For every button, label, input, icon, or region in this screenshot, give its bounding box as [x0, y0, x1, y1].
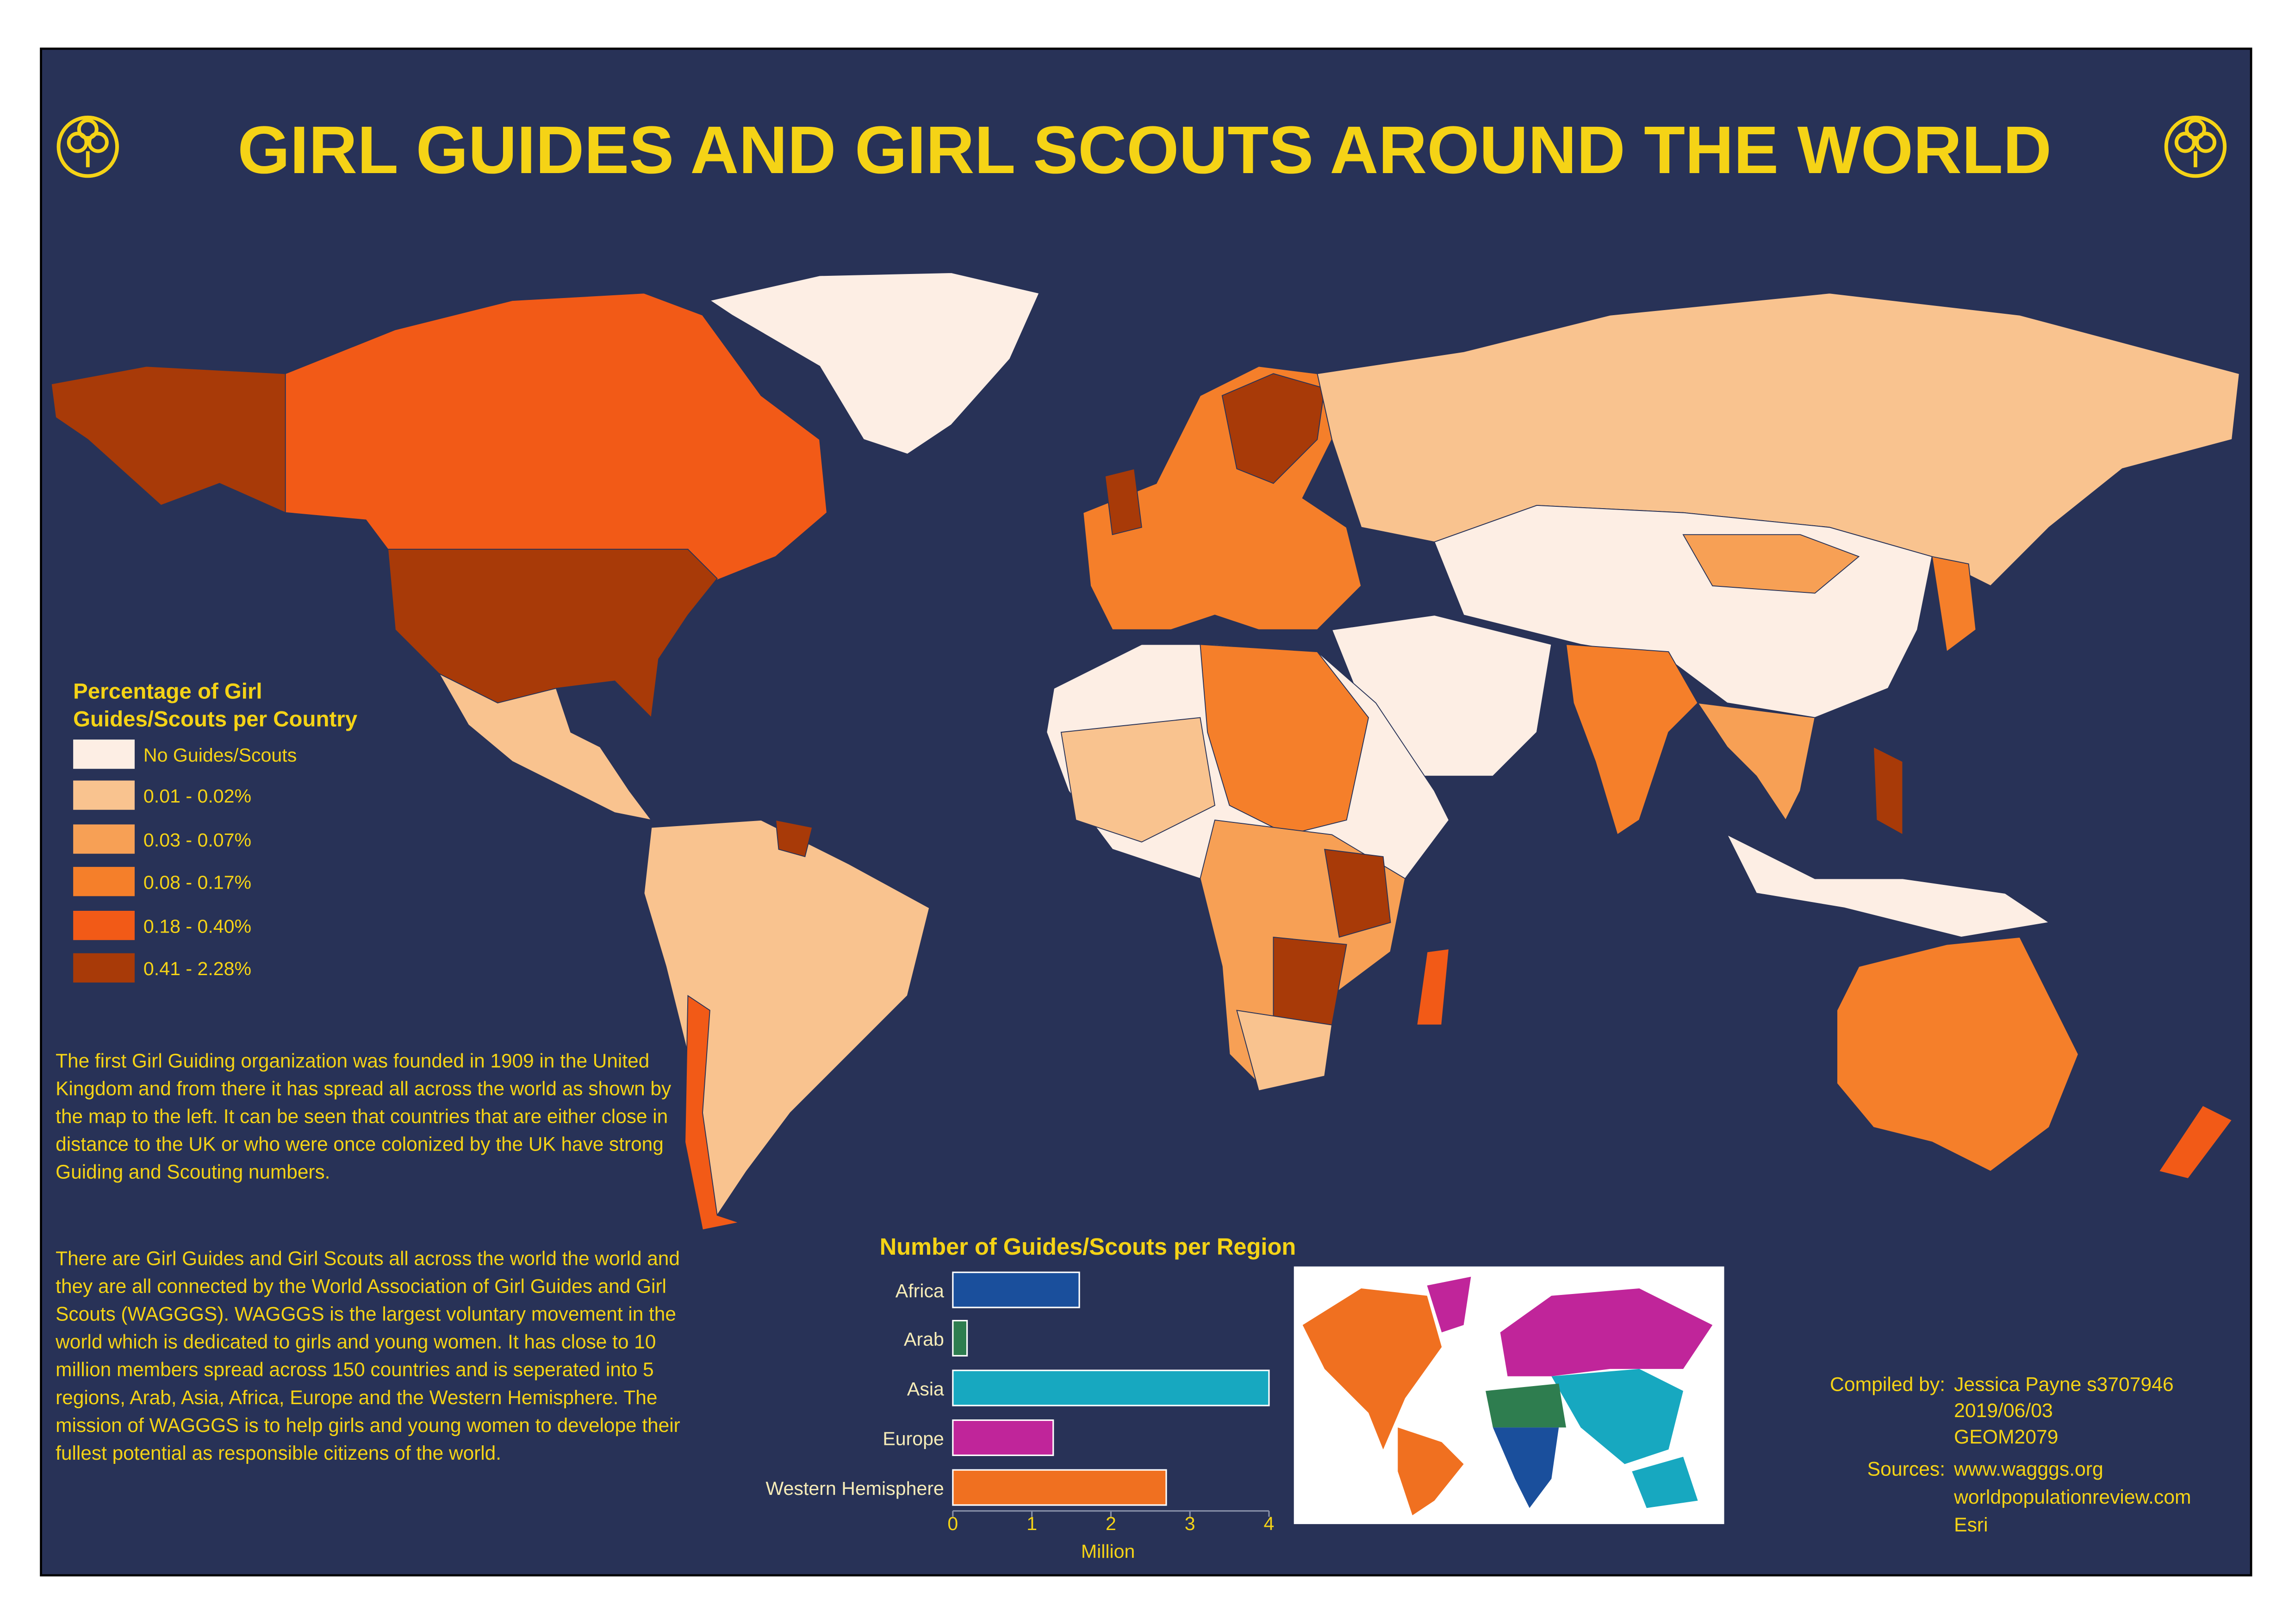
inset-south-america	[1398, 1427, 1464, 1516]
y-tick-label: Western Hemisphere	[766, 1478, 944, 1499]
west-africa	[1060, 717, 1216, 843]
southeast-asia	[1697, 702, 1816, 821]
inset-europe	[1500, 1288, 1713, 1376]
legend-swatch	[73, 739, 135, 769]
x-tick-label: 4	[1264, 1513, 1275, 1534]
legend-swatch	[73, 910, 135, 940]
credits-line: Jessica Payne s3707946	[1954, 1373, 2174, 1395]
scandinavia	[1221, 373, 1325, 484]
inset-north-america	[1302, 1288, 1442, 1450]
x-tick-label: 1	[1026, 1513, 1037, 1534]
inset-australia	[1632, 1456, 1698, 1508]
credits-line: worldpopulationreview.com	[1953, 1486, 2191, 1508]
x-axis-label: Million	[1081, 1541, 1135, 1562]
description-paragraph: The first Girl Guiding organization was …	[56, 1050, 672, 1183]
y-tick-label: Asia	[907, 1378, 944, 1400]
credits-line: Esri	[1954, 1514, 1988, 1536]
guyana	[775, 819, 813, 858]
inset-asia	[1551, 1369, 1684, 1464]
russia	[1317, 292, 2240, 587]
region-inset-map	[1294, 1266, 1724, 1524]
new-zealand	[2158, 1105, 2233, 1179]
credits: Compiled by: Jessica Payne s3707946 2019/0…	[1830, 1373, 2191, 1536]
legend-swatch	[73, 953, 135, 983]
x-tick-label: 0	[947, 1513, 958, 1534]
legend-label: 0.18 - 0.40%	[143, 915, 251, 937]
legend-label: No Guides/Scouts	[143, 744, 297, 765]
canada	[285, 292, 827, 587]
legend-title: Percentage of Girl Guides/Scouts per Coun…	[73, 679, 358, 731]
united-kingdom	[1104, 468, 1142, 535]
inset-africa	[1493, 1427, 1559, 1508]
legend-title-line: Percentage of Girl	[73, 679, 262, 703]
y-tick-label: Arab	[904, 1328, 944, 1350]
japan	[1931, 556, 1977, 653]
x-tick-label: 3	[1185, 1513, 1195, 1534]
philippines	[1873, 746, 1903, 836]
legend-label: 0.41 - 2.28%	[143, 958, 251, 979]
y-tick-label: Africa	[896, 1280, 944, 1301]
legend-swatch	[73, 780, 135, 810]
united-states	[387, 548, 718, 719]
chart-title: Number of Guides/Scouts per Region	[880, 1233, 1296, 1260]
south-africa	[1236, 1009, 1333, 1092]
legend-swatch	[73, 867, 135, 896]
legend: No Guides/Scouts 0.01 - 0.02% 0.03 - 0.07%…	[73, 739, 297, 983]
legend-title-line: Guides/Scouts per Country	[73, 707, 358, 731]
south-america	[643, 819, 930, 1216]
world-map	[50, 272, 2240, 1231]
alaska	[50, 366, 286, 514]
credits-line: 2019/06/03	[1954, 1400, 2053, 1422]
bar	[952, 1419, 1054, 1456]
greenland	[709, 272, 1040, 455]
credits-line: www.wagggs.org	[1953, 1458, 2103, 1481]
legend-label: 0.08 - 0.17%	[143, 872, 251, 893]
sahel	[1200, 644, 1369, 835]
australia	[1836, 936, 2079, 1172]
central-america	[438, 672, 653, 821]
credits-label: Sources:	[1867, 1458, 1945, 1481]
indonesia	[1726, 834, 2051, 938]
description-box: The first Girl Guiding organization was …	[56, 1050, 672, 1183]
bar	[952, 1319, 968, 1356]
legend-swatch	[73, 824, 135, 854]
inset-arab	[1486, 1383, 1567, 1428]
legend-label: 0.03 - 0.07%	[143, 829, 251, 851]
description-box: There are Girl Guides and Girl Scouts al…	[56, 1247, 680, 1464]
x-tick-label: 2	[1106, 1513, 1116, 1534]
trefoil-right	[2164, 115, 2227, 178]
y-tick-label: Europe	[883, 1428, 944, 1449]
inset-greenland	[1427, 1276, 1471, 1332]
chile	[684, 995, 741, 1231]
description-paragraph: There are Girl Guides and Girl Scouts al…	[56, 1247, 680, 1464]
poster-title: GIRL GUIDES AND GIRL SCOUTS AROUND THE W…	[237, 112, 2052, 187]
mongolia	[1682, 534, 1860, 594]
credits-label: Compiled by:	[1830, 1373, 1945, 1395]
credits-line: GEOM2079	[1954, 1426, 2058, 1448]
trefoil-left	[56, 115, 119, 178]
madagascar	[1416, 948, 1450, 1026]
bar	[952, 1271, 1080, 1308]
legend-label: 0.01 - 0.02%	[143, 785, 251, 807]
kenya	[1324, 849, 1391, 938]
india	[1565, 644, 1698, 836]
bar	[952, 1469, 1167, 1506]
bar	[952, 1369, 1270, 1406]
